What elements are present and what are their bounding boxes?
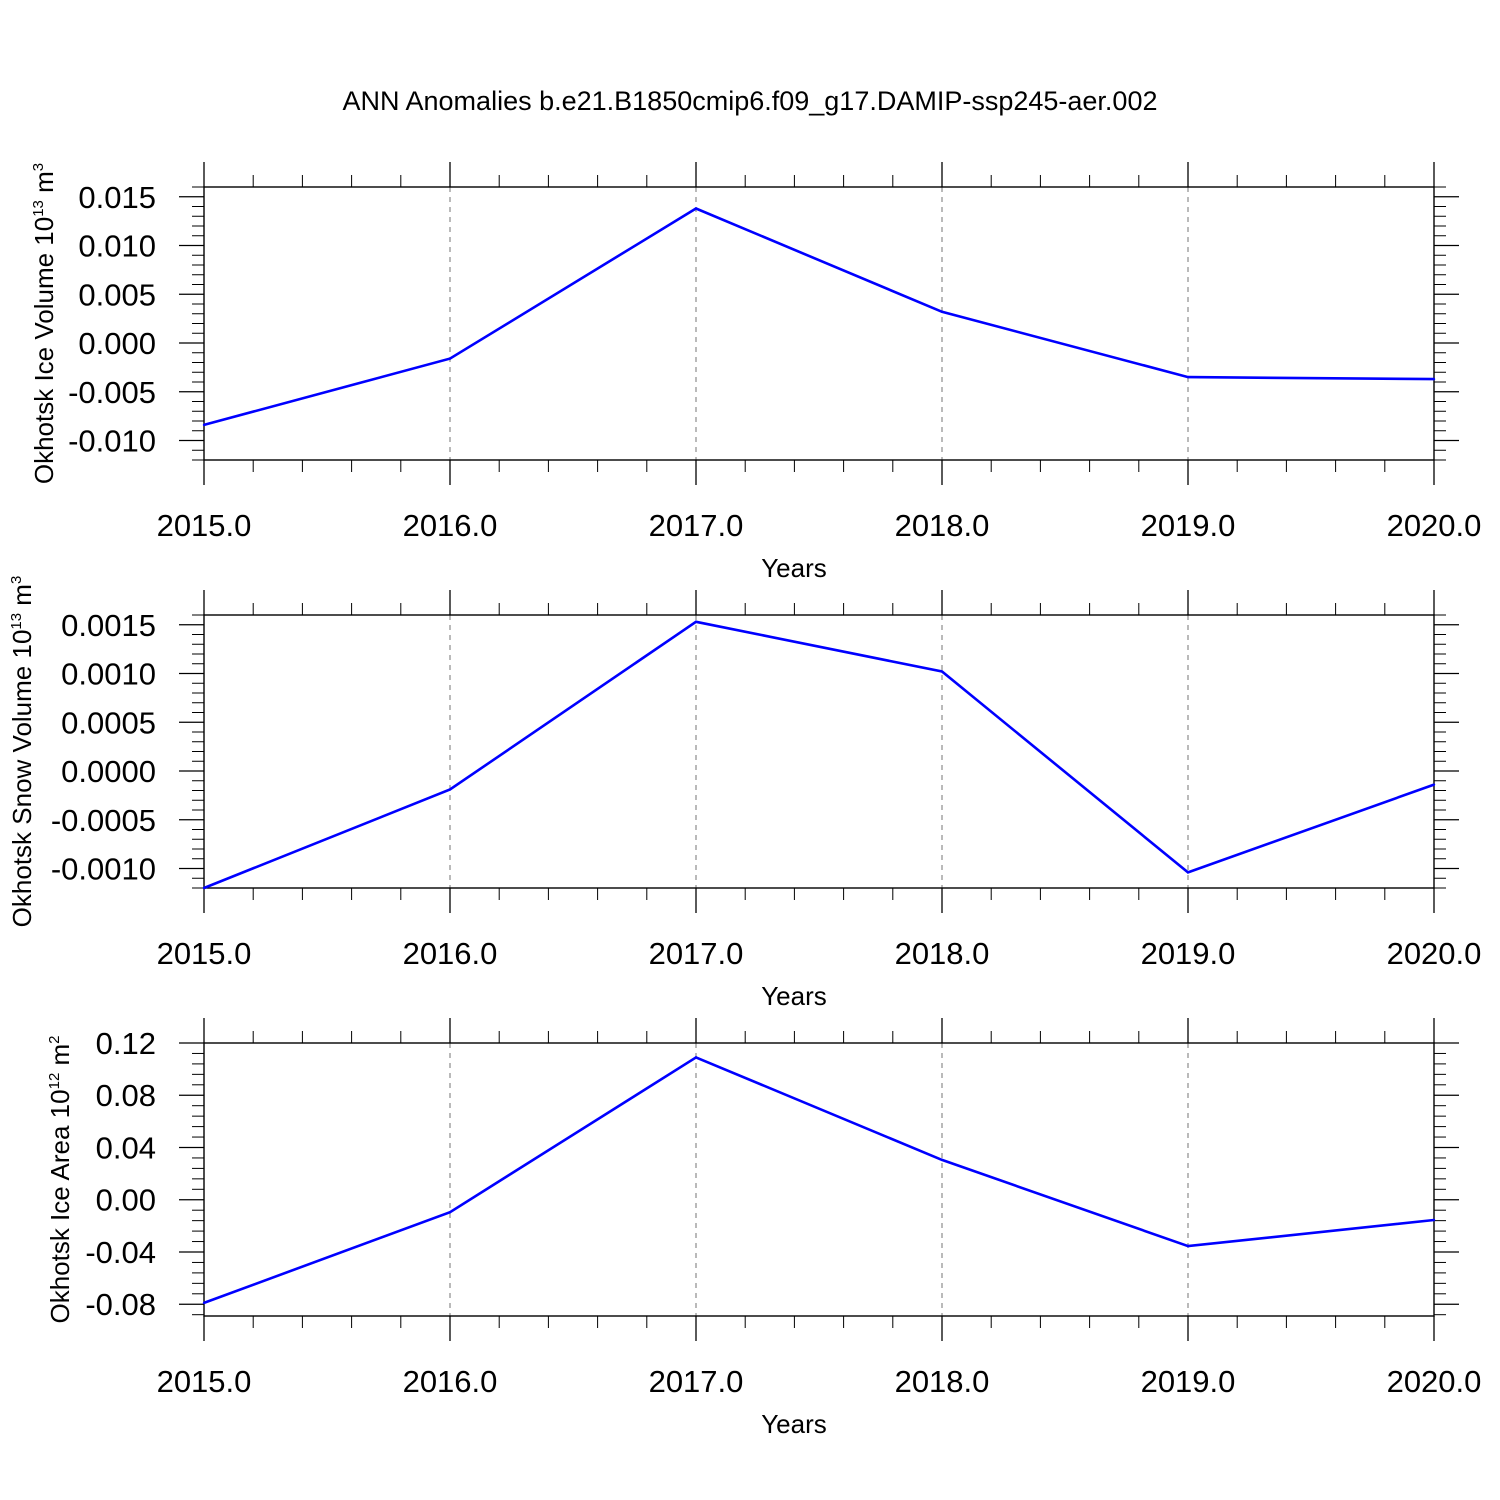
panel-1: 2015.0 2016.0 2017.0 2018.0 2019.0 2020.0 0.01… — [29, 162, 1481, 583]
y-tick-label: 0.0010 — [61, 657, 156, 692]
x-tick-label: 2016.0 — [403, 936, 498, 971]
y-tick-label: 0.005 — [78, 277, 156, 312]
y-tick-label: 0.015 — [78, 180, 156, 215]
x-tick-label: 2015.0 — [157, 1364, 252, 1399]
y-tick-label: -0.04 — [85, 1235, 156, 1270]
data-point — [448, 788, 452, 791]
data-series-line — [203, 1055, 1435, 1305]
plot-frame — [203, 1042, 1435, 1317]
panel-2: 2015.0 2016.0 2017.0 2018.0 2019.0 2020.0 0.00… — [7, 576, 1481, 1011]
y-axis-title-unit-exponent: 2 — [46, 1035, 63, 1043]
data-point — [1432, 783, 1436, 786]
y-axis-title: Okhotsk Ice Volume 1013 m3 — [29, 163, 59, 484]
x-tick-label: 2019.0 — [1141, 508, 1236, 543]
y-axis-title-exponent: 13 — [8, 613, 25, 630]
y-tick-label: 0.12 — [96, 1026, 156, 1061]
data-point — [1186, 375, 1190, 379]
x-axis-title: Years — [761, 553, 827, 583]
y-tick-label: 0.0015 — [61, 608, 156, 643]
data-point — [694, 620, 698, 624]
x-tick-label: 2018.0 — [895, 1364, 990, 1399]
x-tick-label: 2016.0 — [403, 1364, 498, 1399]
x-axis-title: Years — [761, 981, 827, 1011]
y-tick-label: 0.04 — [96, 1130, 156, 1165]
data-point — [940, 1158, 944, 1162]
x-tick-label: 2018.0 — [895, 936, 990, 971]
y-axis-title-text: Okhotsk Snow Volume 10 — [7, 630, 37, 928]
y-tick-label: 0.08 — [96, 1078, 156, 1113]
y-axis-title-unit: m — [29, 171, 59, 200]
data-point — [1186, 1244, 1190, 1248]
data-series-line — [203, 620, 1435, 890]
x-tick-label: 2019.0 — [1141, 936, 1236, 971]
x-tick-label: 2020.0 — [1387, 936, 1482, 971]
data-point — [1432, 1218, 1436, 1222]
x-tick-label: 2018.0 — [895, 508, 990, 543]
data-point — [940, 310, 944, 313]
x-tick-label: 2017.0 — [649, 936, 744, 971]
x-tick-label: 2020.0 — [1387, 1364, 1482, 1399]
data-point — [1186, 871, 1190, 874]
y-tick-label: -0.0010 — [51, 852, 156, 887]
y-tick-label: -0.005 — [68, 375, 156, 410]
y-axis-title: Okhotsk Ice Area 1012 m2 — [45, 1035, 75, 1323]
y-axis-title-exponent: 13 — [30, 200, 47, 217]
figure-title: ANN Anomalies b.e21.B1850cmip6.f09_g17.D… — [343, 86, 1158, 116]
x-tick-label: 2020.0 — [1387, 508, 1482, 543]
y-tick-label: -0.0005 — [51, 803, 156, 838]
data-point — [202, 1301, 206, 1305]
x-tick-label: 2017.0 — [649, 508, 744, 543]
plot-frame — [203, 186, 1435, 461]
x-tick-label: 2015.0 — [157, 936, 252, 971]
y-axis-title: Okhotsk Snow Volume 1013 m3 — [7, 576, 37, 928]
data-point — [202, 886, 206, 890]
y-tick-label: 0.000 — [78, 326, 156, 361]
data-point — [694, 207, 698, 210]
y-tick-label: 0.010 — [78, 229, 156, 264]
data-series-line — [203, 207, 1435, 427]
data-point — [694, 1056, 698, 1059]
data-point — [202, 423, 206, 427]
y-axis-title-text: Okhotsk Ice Volume 10 — [29, 217, 59, 484]
data-point — [448, 357, 452, 360]
data-point — [448, 1210, 452, 1214]
y-tick-label: -0.010 — [68, 424, 156, 459]
x-tick-label: 2019.0 — [1141, 1364, 1236, 1399]
y-axis-title-exponent: 12 — [46, 1073, 63, 1090]
x-tick-label: 2016.0 — [403, 508, 498, 543]
y-axis-title-unit: m — [7, 584, 37, 613]
y-axis-title-unit: m — [45, 1044, 75, 1073]
y-tick-label: 0.0000 — [61, 754, 156, 789]
x-tick-label: 2015.0 — [157, 508, 252, 543]
panel-3: 2015.0 2016.0 2017.0 2018.0 2019.0 2020.0 0.12… — [45, 1018, 1481, 1439]
y-axis-title-unit-exponent: 3 — [8, 576, 25, 584]
data-point — [1432, 377, 1436, 381]
y-axis-title-unit-exponent: 3 — [30, 163, 47, 171]
data-point — [940, 670, 944, 673]
plot-frame — [203, 614, 1435, 889]
y-tick-label: 0.0005 — [61, 705, 156, 740]
x-tick-label: 2017.0 — [649, 1364, 744, 1399]
y-tick-label: 0.00 — [96, 1183, 156, 1218]
x-axis-title: Years — [761, 1409, 827, 1439]
y-axis-title-text: Okhotsk Ice Area 10 — [45, 1089, 75, 1323]
y-tick-label: -0.08 — [85, 1287, 156, 1322]
